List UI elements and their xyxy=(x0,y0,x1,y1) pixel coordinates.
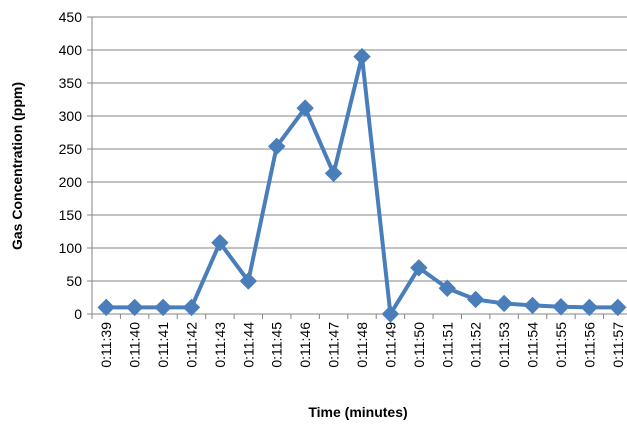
y-axis-title: Gas Concentration (ppm) xyxy=(9,82,25,250)
x-tick-label: 0:11:42 xyxy=(183,322,199,368)
y-tick-label: 300 xyxy=(59,108,83,124)
x-tick-label: 0:11:52 xyxy=(468,322,484,368)
x-tick-label: 0:11:46 xyxy=(297,322,313,368)
y-tick-label: 100 xyxy=(59,240,83,256)
data-point-marker xyxy=(466,290,485,309)
y-axis: 0 50 100 150 200 250 300 350 400 450 xyxy=(59,9,93,322)
data-point-marker xyxy=(410,259,428,277)
data-point-marker xyxy=(239,272,258,290)
data-point-marker xyxy=(381,305,400,323)
series-layer xyxy=(97,47,627,323)
series-line xyxy=(106,54,618,316)
x-tick-label: 0:11:39 xyxy=(98,322,114,368)
x-tick-label: 0:11:56 xyxy=(581,322,597,368)
data-point-marker xyxy=(353,47,371,66)
data-point-marker xyxy=(97,298,115,317)
data-point-marker xyxy=(438,279,456,297)
data-point-marker xyxy=(182,298,201,317)
x-tick-label: 0:11:57 xyxy=(610,322,626,368)
y-tick-label: 200 xyxy=(59,174,83,190)
x-tick-label: 0:11:55 xyxy=(553,322,569,368)
y-tick-label: 350 xyxy=(59,75,83,91)
x-tick-label: 0:11:53 xyxy=(496,322,512,368)
data-point-marker xyxy=(552,298,570,316)
x-tick-label: 0:11:47 xyxy=(326,322,342,368)
y-tick-label: 50 xyxy=(66,273,82,289)
data-point-marker xyxy=(523,296,542,315)
x-tick-label: 0:11:51 xyxy=(439,322,455,368)
x-tick-label: 0:11:48 xyxy=(354,322,370,368)
x-tick-label: 0:11:50 xyxy=(411,322,427,368)
data-point-marker xyxy=(154,298,172,317)
y-tick-label: 450 xyxy=(59,9,83,25)
data-point-marker xyxy=(609,298,627,317)
data-point-marker xyxy=(296,99,314,117)
x-tick-label: 0:11:41 xyxy=(155,322,171,368)
data-point-marker xyxy=(125,298,144,317)
x-axis: 0:11:39 0:11:40 0:11:41 0:11:42 0:11:43 0:11:… xyxy=(91,313,627,368)
x-tick-label: 0:11:54 xyxy=(525,322,541,368)
x-tick-label: 0:11:43 xyxy=(212,322,228,368)
x-tick-label: 0:11:40 xyxy=(127,322,143,368)
data-point-marker xyxy=(495,294,513,313)
y-tick-label: 250 xyxy=(59,141,83,157)
gridlines xyxy=(92,16,627,282)
y-tick-label: 0 xyxy=(74,306,82,322)
y-tick-label: 400 xyxy=(59,42,83,58)
x-tick-label: 0:11:49 xyxy=(382,322,398,368)
x-tick-label: 0:11:44 xyxy=(240,322,256,368)
x-axis-title: Time (minutes) xyxy=(308,404,407,420)
y-tick-label: 150 xyxy=(59,207,83,223)
data-point-marker xyxy=(268,137,286,156)
data-point-marker xyxy=(211,234,229,252)
data-point-marker xyxy=(580,298,599,317)
data-point-marker xyxy=(324,164,343,183)
x-tick-label: 0:11:45 xyxy=(269,322,285,368)
